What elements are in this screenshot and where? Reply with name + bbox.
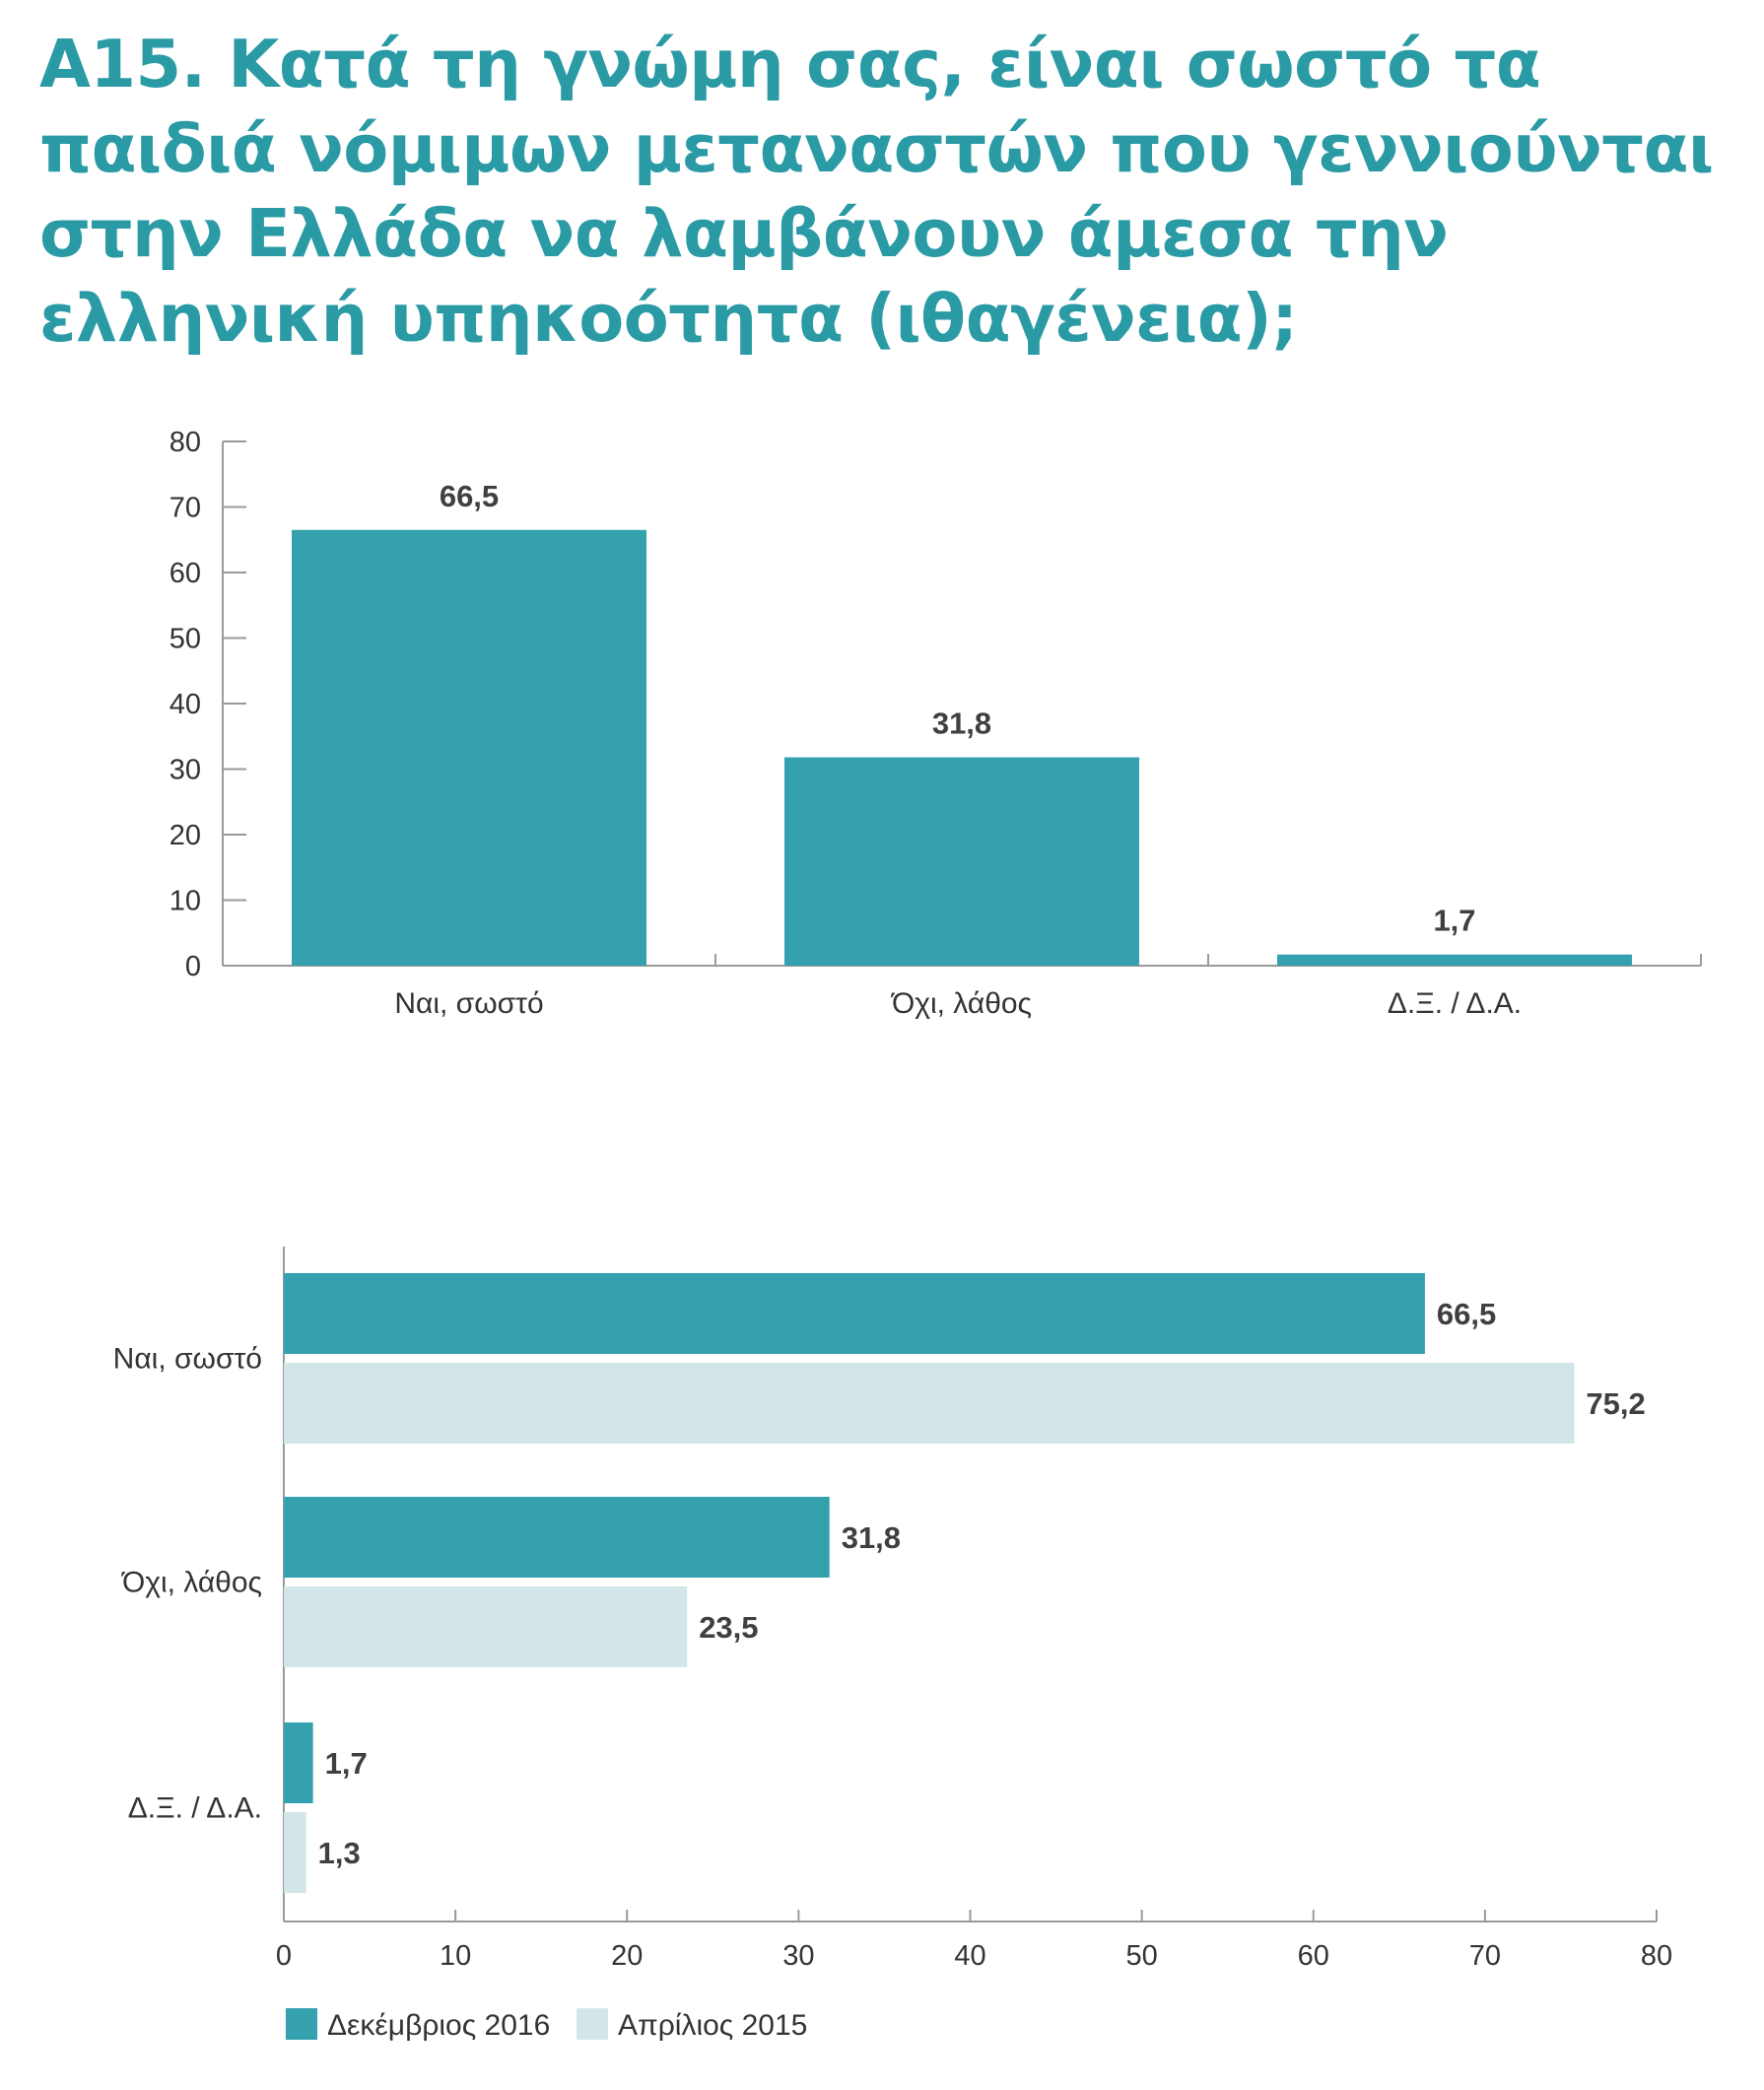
- x-tick-label: 0: [276, 1940, 292, 1972]
- data-label: 75,2: [1586, 1386, 1645, 1421]
- title-line: ελληνική υπηκοότητα (ιθαγένεια);: [39, 280, 1298, 357]
- data-label: 66,5: [1437, 1297, 1496, 1331]
- category-label: Δ.Ξ. / Δ.Α.: [1388, 987, 1522, 1020]
- category-label: Ναι, σωστό: [394, 987, 543, 1020]
- y-tick-label: 40: [170, 689, 201, 720]
- data-label: 31,8: [842, 1520, 901, 1555]
- category-label: Ναι, σωστό: [113, 1343, 262, 1376]
- bar: [284, 1273, 1425, 1354]
- data-label: 1,3: [318, 1836, 361, 1870]
- y-tick-label: 20: [170, 820, 201, 851]
- category-label: Όχι, λάθος: [890, 987, 1032, 1020]
- category-label: Όχι, λάθος: [120, 1567, 262, 1599]
- bar: [284, 1586, 688, 1667]
- x-tick-label: 40: [954, 1940, 985, 1972]
- legend-label: Απρίλιος 2015: [618, 2009, 807, 2042]
- bar: [284, 1363, 1575, 1444]
- x-tick-label: 10: [440, 1940, 471, 1972]
- data-label: 31,8: [932, 707, 991, 741]
- bar: [1277, 954, 1632, 966]
- bar: [284, 1812, 306, 1893]
- title-line: παιδιά νόμιμων μεταναστών που γεννιούντα…: [39, 110, 1714, 187]
- data-label: 23,5: [699, 1610, 758, 1645]
- x-tick-label: 20: [611, 1940, 643, 1972]
- legend-label: Δεκέμβριος 2016: [327, 2009, 550, 2042]
- y-tick-label: 60: [170, 558, 201, 589]
- category-label: Δ.Ξ. / Δ.Α.: [128, 1792, 262, 1825]
- x-tick-label: 80: [1641, 1940, 1672, 1972]
- bar: [784, 757, 1139, 966]
- data-label: 66,5: [440, 479, 499, 513]
- y-tick-label: 30: [170, 755, 201, 786]
- bar: [284, 1722, 313, 1803]
- title-line: Α15. Κατά τη γνώμη σας, είναι σωστό τα: [39, 26, 1541, 102]
- title-line: στην Ελλάδα να λαμβάνουν άμεσα την: [39, 195, 1449, 272]
- vertical-bar-chart: 0 10 20 30 40 50 60 70 80 66,5 Ναι, σωστό 31,8 Όχι, …: [170, 427, 1702, 1020]
- data-label: 1,7: [325, 1746, 368, 1781]
- y-tick-label: 50: [170, 624, 201, 655]
- y-tick-label: 80: [170, 427, 201, 458]
- x-tick-label: 60: [1298, 1940, 1329, 1972]
- bar: [292, 529, 646, 966]
- x-tick-label: 70: [1469, 1940, 1501, 1972]
- y-tick-label: 0: [185, 951, 201, 982]
- y-tick-label: 70: [170, 493, 201, 524]
- legend-swatch: [577, 2008, 608, 2040]
- x-tick-label: 30: [782, 1940, 814, 1972]
- chart-title: Α15. Κατά τη γνώμη σας, είναι σωστό τα π…: [39, 22, 1715, 361]
- y-tick-label: 10: [170, 886, 201, 917]
- legend-swatch: [286, 2008, 317, 2040]
- data-label: 1,7: [1433, 904, 1475, 938]
- x-tick-label: 50: [1125, 1940, 1157, 1972]
- bar: [284, 1497, 830, 1578]
